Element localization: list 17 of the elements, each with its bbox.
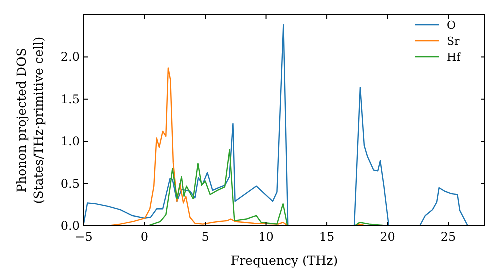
x-tick-label: 0 xyxy=(140,230,149,244)
x-axis-title: Frequency (THz) xyxy=(230,253,338,268)
y-tick-label: 1.5 xyxy=(60,92,80,106)
legend-label: O xyxy=(447,19,456,32)
x-tick-label: 5 xyxy=(202,230,210,244)
x-tick-label: −5 xyxy=(75,230,93,244)
y-tick-label: 2.0 xyxy=(60,50,80,64)
x-tick-label: 10 xyxy=(258,230,274,244)
y-axis-title: Phonon projected DOS (States/THz·primitive cell) xyxy=(14,36,46,204)
y-tick-label: 1.0 xyxy=(60,134,80,149)
y-tick-label: 0.0 xyxy=(60,219,80,233)
legend-label: Sr xyxy=(447,35,461,48)
y-tick-label: 0.5 xyxy=(60,176,80,191)
x-tick-label: 15 xyxy=(319,230,335,244)
x-tick-label: 20 xyxy=(380,230,396,244)
x-tick-label: 25 xyxy=(440,230,456,244)
legend-label: Hf xyxy=(447,51,462,64)
